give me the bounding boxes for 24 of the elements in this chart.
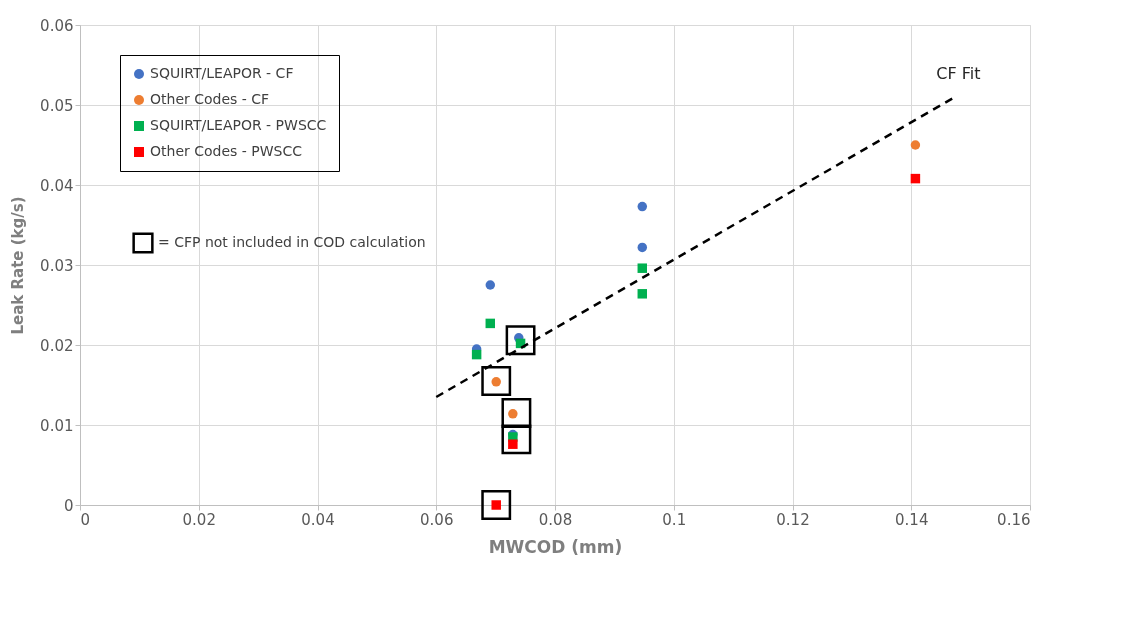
x-tick-label: 0.14 [895, 510, 929, 529]
y-tick-label: 0.04 [40, 176, 74, 195]
x-tick-label: 0.04 [301, 510, 335, 529]
y-tick-label: 0.03 [40, 256, 74, 275]
y-tick-label: 0.02 [40, 336, 74, 355]
y-tick-label: 0.06 [40, 16, 74, 35]
x-tick-label: 0 [80, 510, 91, 529]
x-tick-label: 0.16 [997, 510, 1031, 529]
x-axis-title: MWCOD (mm) [488, 536, 623, 557]
y-tick-label: 0.05 [40, 96, 74, 115]
x-tick-label: 0.06 [420, 510, 454, 529]
legend-label: SQUIRT/LEAPOR - CF [150, 65, 294, 81]
legend-label: = CFP not included in COD calculation [158, 234, 426, 250]
y-axis-title: Leak Rate (kg/s) [9, 196, 28, 335]
series-label: CF Fit [936, 64, 981, 84]
legend-label: Other Codes - CF [150, 91, 270, 107]
x-tick-label: 0.1 [662, 510, 687, 529]
x-tick-label: 0.02 [182, 510, 216, 529]
x-tick-label: 0.12 [776, 510, 810, 529]
legend-label: Other Codes - PWSCC [150, 143, 303, 159]
x-tick-label: 0.08 [538, 510, 573, 529]
y-tick-label: 0.01 [40, 416, 74, 435]
y-tick-label: 0 [63, 496, 74, 515]
legend-label: SQUIRT/LEAPOR - PWSCC [150, 117, 327, 133]
